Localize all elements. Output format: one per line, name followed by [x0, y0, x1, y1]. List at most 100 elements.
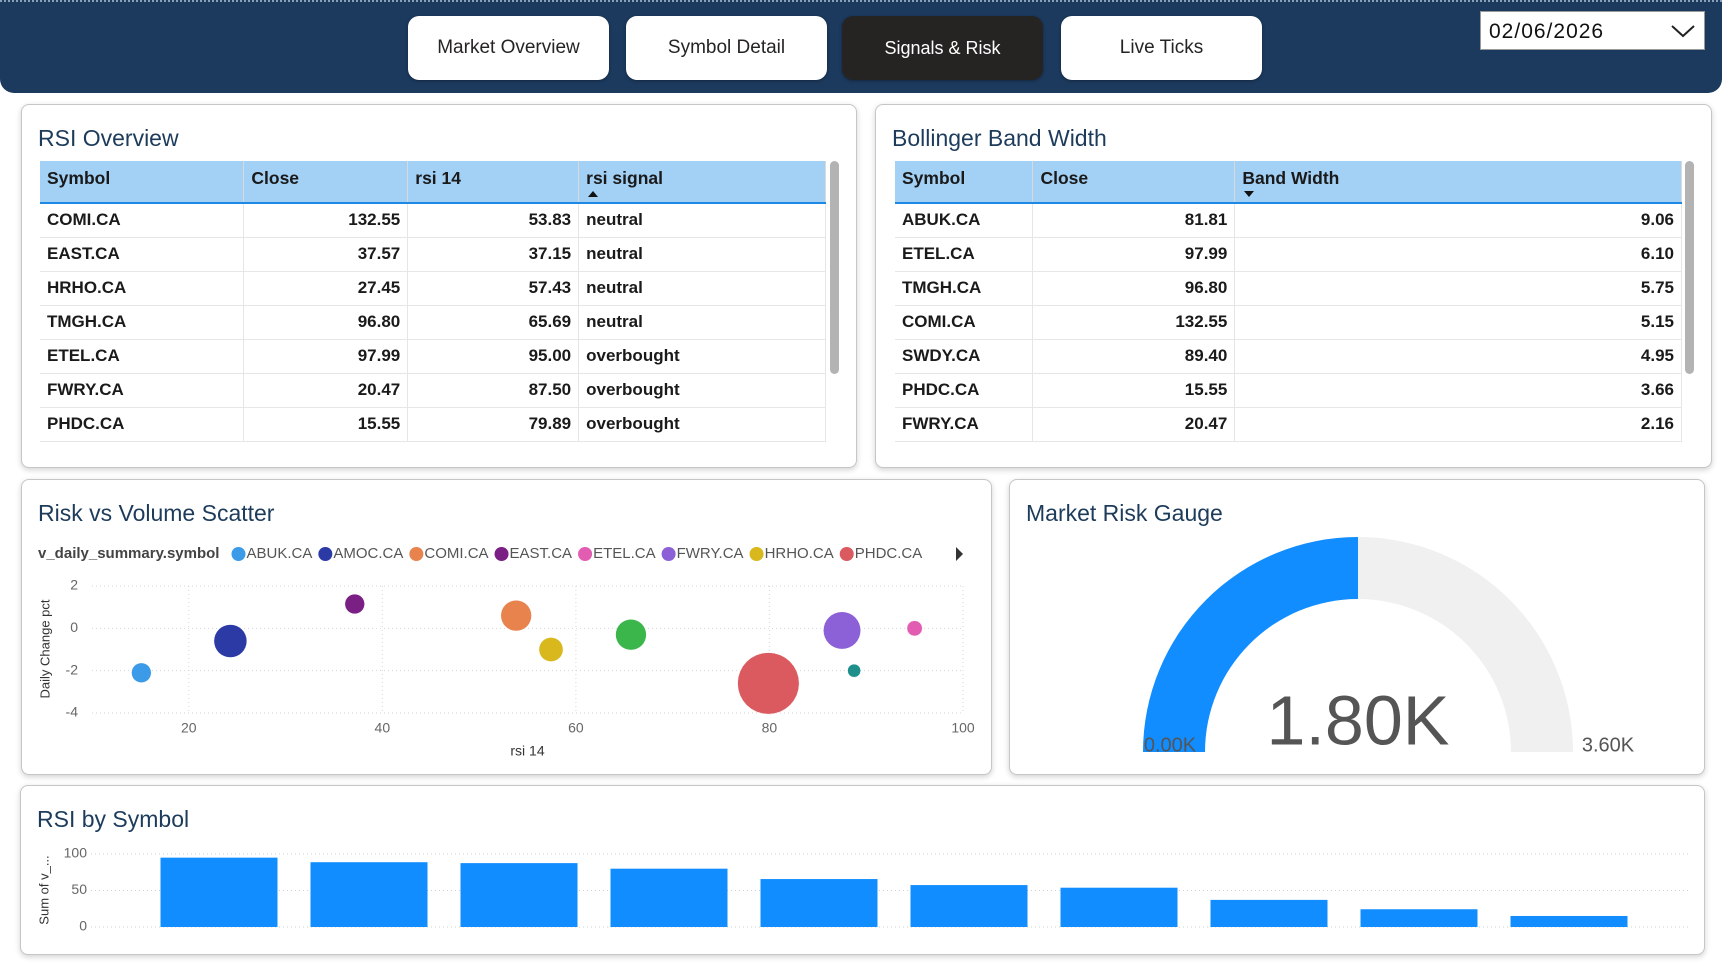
table-row: EAST.CA 37.57 37.15 neutral: [40, 237, 826, 272]
gauge-track: [1358, 537, 1573, 752]
table-cell: 27.45: [243, 271, 409, 306]
table-cell: FWRY.CA: [40, 373, 245, 408]
table-cell: 87.50: [407, 373, 580, 408]
table-cell: ABUK.CA: [895, 203, 1034, 238]
gauge-value-arc: [1143, 537, 1358, 752]
column-header[interactable]: Close: [1032, 161, 1236, 204]
legend-label: HRHO.CA: [765, 545, 834, 562]
y-axis-title: Sum of v_...: [36, 855, 51, 924]
data-table: Symbol Close rsi 14 rsi signal COMI.CA 132.55…: [40, 161, 826, 442]
legend-marker: [661, 547, 676, 561]
legend-marker: [494, 547, 509, 561]
scatter-point: [615, 619, 647, 651]
sort-arrow: [588, 191, 599, 197]
header-label: Symbol: [902, 168, 966, 188]
table-row: PHDC.CA 15.55 79.89 overbought: [40, 407, 826, 442]
column-header[interactable]: rsi signal: [578, 161, 826, 204]
scatter-point: [538, 637, 564, 662]
table-cell: neutral: [578, 237, 826, 272]
panel-title: Risk vs Volume Scatter: [38, 500, 275, 526]
table-cell: 65.69: [407, 305, 580, 340]
table-cell: 20.47: [243, 373, 409, 408]
column-header[interactable]: Symbol: [40, 161, 245, 204]
nav-tab[interactable]: Symbol Detail: [626, 16, 827, 80]
rsi-panel: RSI Overview Symbol Close rsi 14 rsi signal…: [21, 104, 857, 468]
table-cell: overbought: [578, 339, 826, 374]
gauge-value: 1.80K: [1267, 681, 1450, 759]
table: Symbol Close rsi 14 rsi signal COMI.CA 132.55…: [40, 161, 826, 442]
table-cell: 4.95: [1234, 339, 1682, 374]
table-cell: PHDC.CA: [895, 373, 1034, 408]
gauge-panel: 1.80K 0.00K 3.60K Market Risk Gauge: [1009, 479, 1705, 775]
table-cell: ETEL.CA: [40, 339, 245, 374]
column-header[interactable]: rsi 14: [407, 161, 580, 204]
x-tick-label: 40: [375, 720, 391, 736]
table-cell: 53.83: [407, 203, 580, 238]
scatter-point: [737, 652, 800, 715]
bar: [610, 868, 728, 927]
bar: [1060, 887, 1178, 927]
table-cell: 6.10: [1234, 237, 1682, 272]
scatter-chart: -4 -2 0 2 20 40 60 80 100 rsi 14 Daily Change pct v…: [37, 545, 975, 759]
table-cell: 2.16: [1234, 407, 1682, 442]
gauge-max-label: 3.60K: [1582, 734, 1635, 756]
table-row: COMI.CA 132.55 5.15: [895, 305, 1682, 340]
nav-tab[interactable]: Live Ticks: [1061, 16, 1262, 80]
table-cell: overbought: [578, 407, 826, 442]
bar: [160, 857, 278, 927]
table-row: ABUK.CA 81.81 9.06: [895, 203, 1682, 238]
header-label: Band Width: [1242, 168, 1340, 188]
table-row: FWRY.CA 20.47 87.50 overbought: [40, 373, 826, 408]
table-cell: 97.99: [243, 339, 409, 374]
y-tick-label: -4: [66, 704, 79, 720]
header-label: Symbol: [47, 168, 111, 188]
legend-label: AMOC.CA: [333, 545, 403, 562]
bar: [310, 862, 428, 927]
scatter-point: [131, 662, 152, 683]
legend-marker: [839, 547, 854, 561]
scrollbar[interactable]: [830, 161, 839, 374]
bar: [1510, 915, 1628, 927]
table-cell: 79.89: [407, 407, 580, 442]
panel-title: RSI by Symbol: [37, 806, 190, 832]
legend-label: ETEL.CA: [593, 545, 656, 562]
table-cell: TMGH.CA: [40, 305, 245, 340]
y-tick-label: 0: [70, 619, 78, 635]
table-cell: 96.80: [243, 305, 409, 340]
table-cell: FWRY.CA: [895, 407, 1034, 442]
nav-tab[interactable]: Market Overview: [408, 16, 609, 80]
nav-tab[interactable]: Signals & Risk: [842, 16, 1043, 80]
table-row: PHDC.CA 15.55 3.66: [895, 373, 1682, 408]
x-tick-label: 100: [951, 720, 975, 736]
legend-label: FWRY.CA: [677, 545, 744, 562]
scatter-point: [906, 620, 923, 637]
legend-title: v_daily_summary.symbol: [38, 545, 219, 562]
legend-marker: [409, 547, 424, 561]
header-row: Symbol Close rsi 14 rsi signal: [40, 161, 826, 204]
table-cell: 81.81: [1032, 203, 1236, 238]
header-label: rsi 14: [415, 168, 461, 188]
table: Symbol Close Band Width ABUK.CA 81.81 9.06 ETE…: [895, 161, 1682, 442]
table-row: ETEL.CA 97.99 6.10: [895, 237, 1682, 272]
scrollbar[interactable]: [1685, 161, 1694, 374]
x-tick-label: 80: [762, 720, 778, 736]
table-row: COMI.CA 132.55 53.83 neutral: [40, 203, 826, 238]
bar-panel: 0 50 100 Sum of v_... RSI by Symbol: [20, 785, 1705, 955]
sort-arrow: [1244, 191, 1255, 197]
table-cell: 5.75: [1234, 271, 1682, 306]
table-cell: ETEL.CA: [895, 237, 1034, 272]
bar: [910, 885, 1028, 927]
column-header[interactable]: Symbol: [895, 161, 1034, 204]
column-header[interactable]: Band Width: [1234, 161, 1682, 204]
panel-title: Bollinger Band Width: [892, 125, 1107, 151]
legend-marker: [318, 547, 333, 561]
column-header[interactable]: Close: [243, 161, 409, 204]
legend-marker: [578, 547, 593, 561]
legend-marker: [749, 547, 764, 561]
date-picker[interactable]: 02/06/2026: [1480, 11, 1705, 50]
table-cell: 132.55: [243, 203, 409, 238]
table-cell: COMI.CA: [40, 203, 245, 238]
y-tick-label: 50: [71, 881, 87, 897]
y-axis-title: Daily Change pct: [37, 599, 52, 698]
